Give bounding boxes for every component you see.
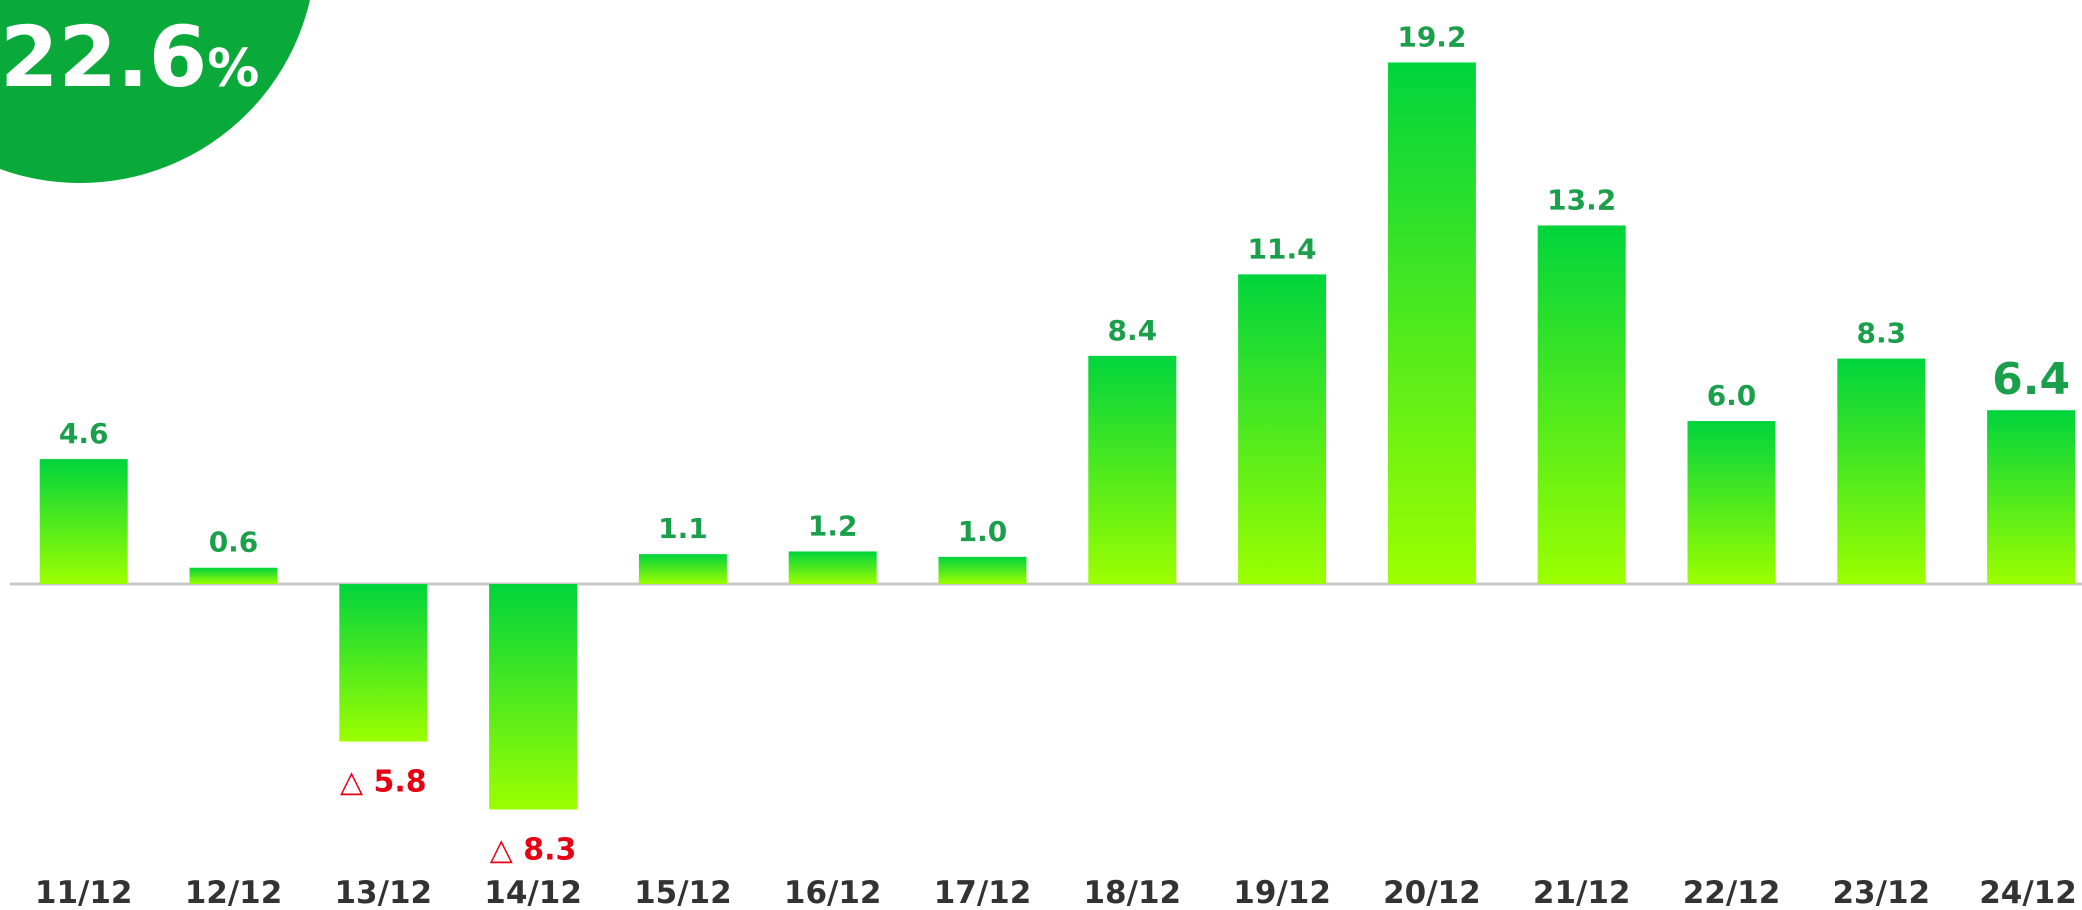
bar: [1537, 225, 1626, 585]
value-label: 6.4: [1992, 354, 2070, 405]
x-tick-label: 13/12: [334, 875, 432, 910]
bar: [1088, 355, 1177, 585]
bar: [1687, 421, 1776, 585]
x-tick-label: 20/12: [1383, 875, 1481, 910]
bar: [788, 551, 877, 585]
value-label: △ 5.8: [340, 765, 427, 800]
bar: [1387, 62, 1476, 585]
x-tick-label: 12/12: [185, 875, 283, 910]
x-tick-label: 15/12: [634, 875, 732, 910]
value-label: △ 8.3: [490, 832, 577, 867]
x-tick-label: 19/12: [1233, 875, 1331, 910]
badge-unit: %: [207, 39, 259, 99]
badge-value: 22.6: [0, 8, 207, 106]
x-tick-label: 24/12: [1979, 875, 2077, 910]
x-tick-label: 17/12: [934, 875, 1032, 910]
value-label: 8.3: [1856, 317, 1906, 350]
value-label: 8.4: [1107, 314, 1157, 347]
value-label: 0.6: [209, 526, 259, 559]
bar: [189, 567, 278, 585]
value-label: 4.6: [59, 417, 109, 450]
bar: [39, 459, 128, 585]
value-label: 11.4: [1248, 232, 1317, 265]
x-tick-label: 22/12: [1683, 875, 1781, 910]
value-label: 1.2: [808, 509, 858, 542]
value-label: 19.2: [1397, 20, 1466, 53]
badge-circle: [0, 0, 310, 183]
x-tick-label: 18/12: [1083, 875, 1181, 910]
value-label: 6.0: [1707, 379, 1757, 412]
x-tick-label: 11/12: [35, 875, 133, 910]
bar: [1837, 358, 1926, 585]
bar: [1238, 274, 1327, 585]
x-tick-label: 21/12: [1533, 875, 1631, 910]
value-label: 1.0: [958, 515, 1008, 548]
x-tick-label: 14/12: [484, 875, 582, 910]
bar: [339, 584, 428, 742]
value-label: 13.2: [1547, 183, 1616, 216]
x-tick-label: 16/12: [784, 875, 882, 910]
bar: [938, 556, 1027, 585]
bar: [1987, 410, 2076, 585]
badge-text: 22.6%: [0, 8, 259, 106]
x-tick-label: 23/12: [1832, 875, 1930, 910]
bar: [638, 554, 727, 585]
bar: [489, 584, 578, 810]
value-label: 1.1: [658, 512, 708, 545]
